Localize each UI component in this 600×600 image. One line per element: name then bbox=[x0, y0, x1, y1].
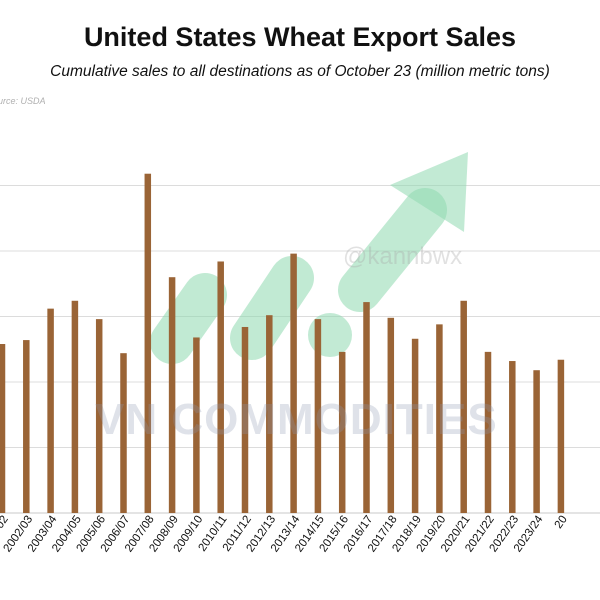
source-note: urce: USDA bbox=[0, 96, 46, 106]
bars bbox=[0, 173, 565, 513]
bar-2017-18 bbox=[387, 317, 395, 513]
watermark-dot bbox=[308, 313, 352, 357]
watermark-arrowhead bbox=[390, 152, 468, 232]
chart-title: United States Wheat Export Sales bbox=[83, 22, 517, 52]
bar-2014-15 bbox=[314, 319, 322, 513]
watermark-brand: VN COMMODITIES bbox=[95, 395, 498, 444]
bar-2008-09 bbox=[168, 277, 176, 513]
bar-2013-14 bbox=[290, 253, 297, 513]
bar-2002-03 bbox=[23, 340, 30, 513]
bar-2007-08 bbox=[144, 173, 152, 513]
bar-2022-23 bbox=[509, 361, 516, 513]
x-tick-label: 1/02 bbox=[0, 514, 11, 539]
watermark-handle: @kannbwx bbox=[343, 243, 463, 270]
watermark-stroke bbox=[230, 256, 314, 360]
bar-2016-17 bbox=[363, 302, 370, 513]
bar-2021-22 bbox=[484, 351, 492, 513]
bar-2023-24 bbox=[533, 370, 540, 513]
bar-2024-25 bbox=[557, 359, 565, 513]
bar-2011-12 bbox=[241, 326, 249, 513]
bar-2009-10 bbox=[193, 337, 200, 513]
bar-2010-11 bbox=[217, 261, 224, 513]
bar-2005-06 bbox=[95, 319, 103, 513]
bar-2019-20 bbox=[436, 324, 443, 513]
x-tick-label: 20 bbox=[553, 514, 570, 531]
watermark-stroke bbox=[150, 273, 227, 364]
bar-2012-13 bbox=[266, 315, 273, 513]
watermark-stroke bbox=[338, 188, 447, 312]
bar-2020-21 bbox=[460, 300, 467, 513]
bar-2006-07 bbox=[120, 353, 127, 513]
chart-subtitle: Cumulative sales to all destinations as … bbox=[50, 63, 550, 80]
bar-2018-19 bbox=[411, 338, 419, 513]
bar-2004-05 bbox=[71, 300, 79, 513]
bar-2003-04 bbox=[47, 308, 54, 513]
bar-2001-02 bbox=[0, 344, 6, 513]
bar-2015-16 bbox=[338, 351, 346, 513]
x-tick-labels: 1/022002/032003/042004/052005/062006/072… bbox=[0, 513, 570, 554]
